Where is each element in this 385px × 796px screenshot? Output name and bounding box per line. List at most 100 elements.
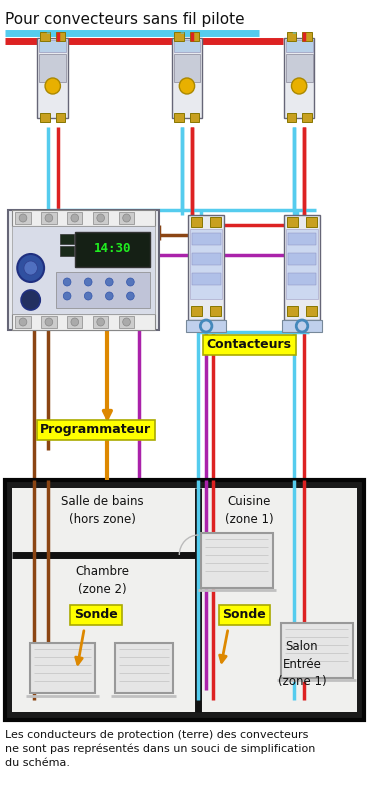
Circle shape [21, 290, 40, 310]
Bar [188, 215, 224, 320]
Bar [282, 320, 322, 332]
Bar [75, 232, 149, 267]
Text: Salle de bains
(hors zone): Salle de bains (hors zone) [61, 495, 144, 525]
Circle shape [123, 214, 131, 222]
Circle shape [123, 318, 131, 326]
Bar [67, 316, 82, 328]
Bar [39, 40, 66, 52]
Bar [119, 316, 134, 328]
Bar [12, 314, 155, 330]
Bar [60, 234, 74, 244]
Bar [306, 306, 317, 316]
Circle shape [97, 318, 104, 326]
Bar [288, 273, 316, 285]
Bar [281, 623, 353, 678]
Bar [55, 113, 65, 122]
Bar [37, 38, 68, 118]
Bar [30, 643, 95, 693]
Bar [287, 32, 296, 41]
Circle shape [127, 278, 134, 286]
Circle shape [84, 278, 92, 286]
Circle shape [84, 292, 92, 300]
Bar [190, 229, 223, 299]
Bar [41, 212, 57, 224]
Bar [12, 226, 155, 314]
Circle shape [45, 214, 53, 222]
Text: Sonde: Sonde [74, 608, 118, 622]
Circle shape [127, 292, 134, 300]
Bar [210, 306, 221, 316]
Bar [186, 320, 226, 332]
Text: 14:30: 14:30 [94, 243, 131, 256]
Bar [12, 210, 155, 226]
Bar [174, 54, 200, 82]
Bar [286, 40, 313, 52]
Text: Pour convecteurs sans fil pilote: Pour convecteurs sans fil pilote [5, 12, 244, 27]
Bar [174, 32, 184, 41]
Bar [40, 113, 50, 122]
Bar [192, 253, 221, 265]
Bar [15, 212, 31, 224]
Bar [190, 32, 199, 41]
Bar [210, 217, 221, 227]
Circle shape [19, 214, 27, 222]
Bar [302, 32, 311, 41]
Bar [192, 233, 221, 245]
Circle shape [105, 278, 113, 286]
Bar [190, 113, 199, 122]
Bar [287, 113, 296, 122]
Bar [287, 306, 298, 316]
Bar [55, 272, 149, 308]
Bar [93, 316, 108, 328]
Circle shape [71, 318, 79, 326]
Bar [15, 316, 31, 328]
Bar [288, 233, 316, 245]
Circle shape [45, 318, 53, 326]
Bar [286, 229, 318, 299]
Bar [93, 212, 108, 224]
Bar [201, 533, 273, 588]
Circle shape [105, 292, 113, 300]
Circle shape [63, 278, 71, 286]
Bar [191, 217, 202, 227]
Bar [41, 316, 57, 328]
Bar [12, 488, 357, 712]
Text: Cuisine
(zone 1): Cuisine (zone 1) [225, 495, 274, 525]
Text: Chambre
(zone 2): Chambre (zone 2) [75, 565, 130, 595]
Text: Programmateur: Programmateur [40, 423, 151, 436]
Circle shape [291, 78, 307, 94]
Bar [192, 273, 221, 285]
Bar [39, 54, 66, 82]
Text: Les conducteurs de protection (terre) des convecteurs
ne sont pas représentés da: Les conducteurs de protection (terre) de… [5, 730, 315, 768]
Bar [286, 54, 313, 82]
Bar [302, 113, 311, 122]
Bar [115, 643, 172, 693]
Bar [60, 246, 74, 256]
Bar [174, 40, 200, 52]
Circle shape [19, 318, 27, 326]
Circle shape [63, 292, 71, 300]
Bar [8, 210, 159, 330]
Bar [284, 38, 315, 118]
Bar [191, 306, 202, 316]
Circle shape [45, 78, 60, 94]
Bar [284, 215, 320, 320]
Bar [287, 217, 298, 227]
Bar [172, 38, 202, 118]
Bar [119, 212, 134, 224]
Circle shape [24, 261, 37, 275]
Bar [67, 212, 82, 224]
Circle shape [179, 78, 195, 94]
Bar [40, 32, 50, 41]
Bar [55, 32, 65, 41]
Bar [174, 113, 184, 122]
Circle shape [17, 254, 44, 282]
Bar [5, 480, 364, 720]
Text: Sonde: Sonde [223, 608, 266, 622]
Bar [306, 217, 317, 227]
Text: Contacteurs: Contacteurs [207, 338, 292, 352]
Circle shape [71, 214, 79, 222]
Bar [288, 253, 316, 265]
Text: Salon
Entrée
(zone 1): Salon Entrée (zone 1) [278, 640, 326, 688]
Circle shape [97, 214, 104, 222]
